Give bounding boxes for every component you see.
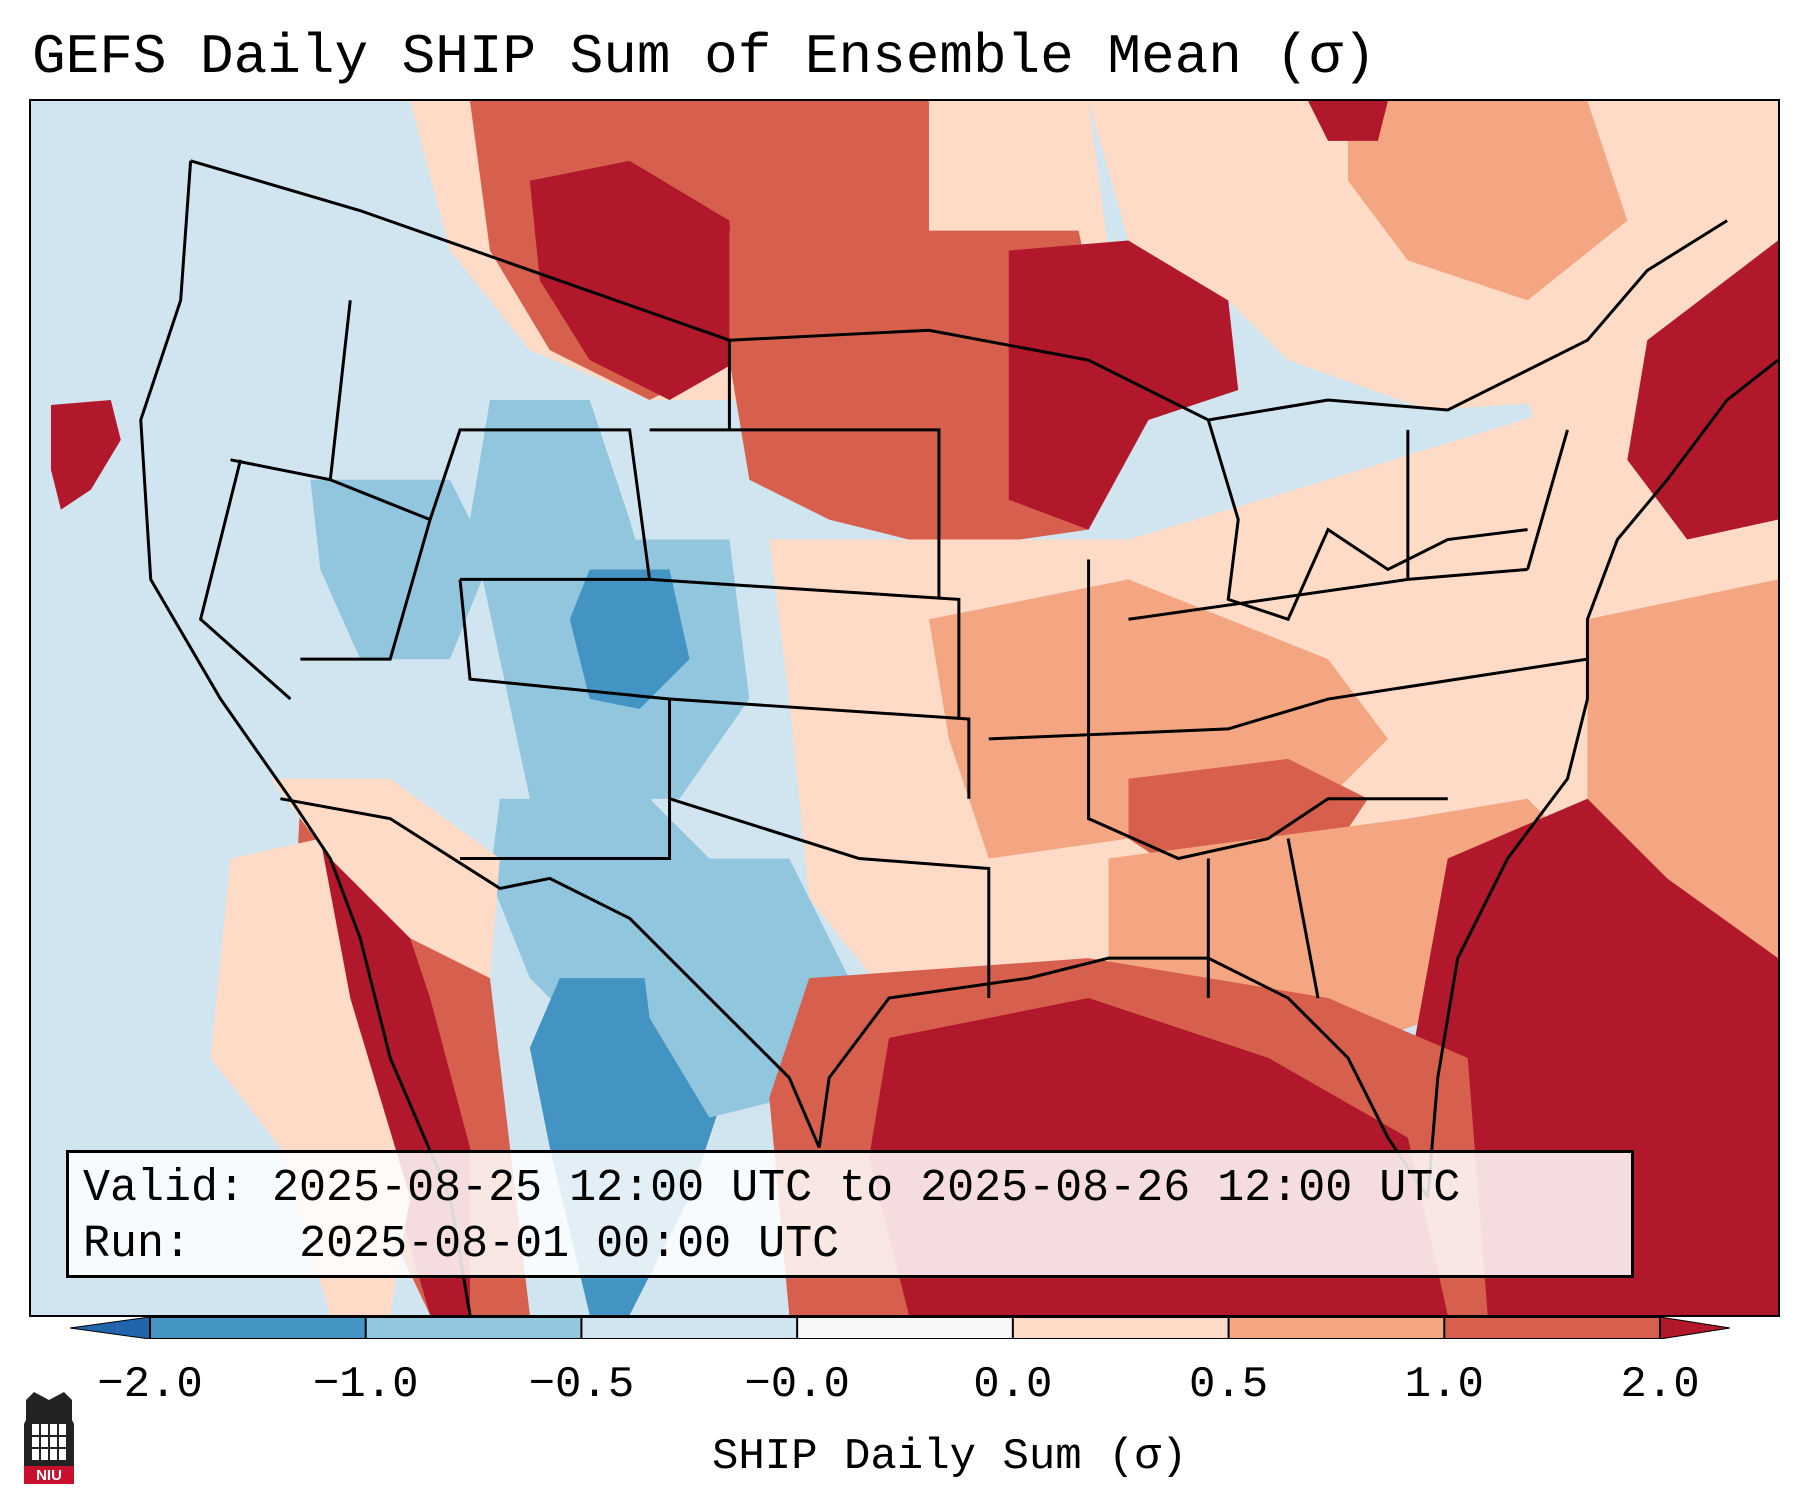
- colorbar: [70, 1317, 1730, 1339]
- colorbar-tick-label: −2.0: [97, 1360, 203, 1410]
- colorbar-segment: [1012, 1317, 1230, 1339]
- colorbar-tick-label: −1.0: [312, 1360, 419, 1410]
- us-mexico-border: [280, 797, 821, 1149]
- colorbar-tick-label: 0.0: [973, 1360, 1053, 1410]
- colorbar-segment: [581, 1317, 798, 1339]
- colorado-core: [569, 569, 690, 709]
- state-line-4: [428, 428, 652, 581]
- hudson-max: [1308, 101, 1388, 141]
- state-line-15: [1286, 838, 1320, 999]
- great-lakes-outline: [1206, 419, 1528, 622]
- colorbar-segments: [150, 1317, 1661, 1339]
- niu-logo: NIU: [24, 1392, 74, 1484]
- colorbar-outline: [149, 1317, 1661, 1339]
- chart-title: GEFS Daily SHIP Sum of Ensemble Mean (σ): [32, 25, 1377, 89]
- colorbar-tick-label: 2.0: [1620, 1360, 1700, 1410]
- valid-run-box: Valid: 2025-08-25 12:00 UTC to 2025-08-2…: [66, 1150, 1634, 1278]
- state-line-12: [1087, 559, 1448, 861]
- colorbar-tick-label: 0.5: [1188, 1360, 1269, 1410]
- great-basin-blue: [310, 479, 490, 660]
- state-line-6: [669, 697, 971, 799]
- colorbar-low-extend: [70, 1317, 151, 1339]
- boundary-lines: [139, 159, 1778, 1315]
- montana-max: [529, 160, 740, 401]
- run-value: 2025-08-01 00:00 UTC: [299, 1219, 840, 1270]
- canada-east-mid: [1347, 101, 1628, 301]
- state-line-2: [198, 459, 292, 701]
- colorbar-tick-label: −0.0: [744, 1360, 850, 1410]
- new-england-max: [1627, 240, 1778, 540]
- state-line-10: [669, 797, 991, 999]
- logo-banner: [24, 1466, 74, 1484]
- valid-row: Valid: 2025-08-25 12:00 UTC to 2025-08-2…: [83, 1161, 1631, 1217]
- shaded-map: [31, 101, 1778, 1315]
- gulf-coast: [817, 956, 1430, 1199]
- state-line-11: [988, 657, 1588, 741]
- west-coast: [139, 160, 472, 1315]
- logo-text: NIU: [36, 1467, 62, 1484]
- colorbar-segment: [797, 1317, 1014, 1339]
- colorbar-ticks: [149, 1317, 1661, 1339]
- pacific-nw-max: [50, 400, 121, 510]
- run-row: Run: 2025-08-01 00:00 UTC: [83, 1217, 1631, 1273]
- colorbar-high-extend: [1659, 1317, 1730, 1339]
- southwest-warm: [270, 778, 500, 979]
- valid-label: Valid:: [83, 1163, 246, 1214]
- colorbar-tick-label: 1.0: [1404, 1360, 1484, 1410]
- colorbar-segment: [1228, 1317, 1445, 1339]
- state-line-7: [649, 577, 961, 719]
- map-panel: [29, 99, 1780, 1317]
- valid-value: 2025-08-25 12:00 UTC to 2025-08-26 12:00…: [272, 1163, 1461, 1214]
- colorbar-label: SHIP Daily Sum (σ): [712, 1432, 1188, 1482]
- state-line-8: [649, 428, 941, 600]
- state-line-3: [300, 478, 432, 661]
- colorbar-segment: [150, 1317, 367, 1339]
- atlantic-coast: [1426, 358, 1778, 1198]
- colorbar-tick-label: −0.5: [528, 1360, 635, 1410]
- run-label: Run:: [83, 1219, 192, 1270]
- state-line-17: [1526, 429, 1569, 570]
- colorbar-segment: [365, 1317, 582, 1339]
- upper-midwest-max: [1008, 240, 1239, 530]
- colorbar-segment: [1444, 1317, 1661, 1339]
